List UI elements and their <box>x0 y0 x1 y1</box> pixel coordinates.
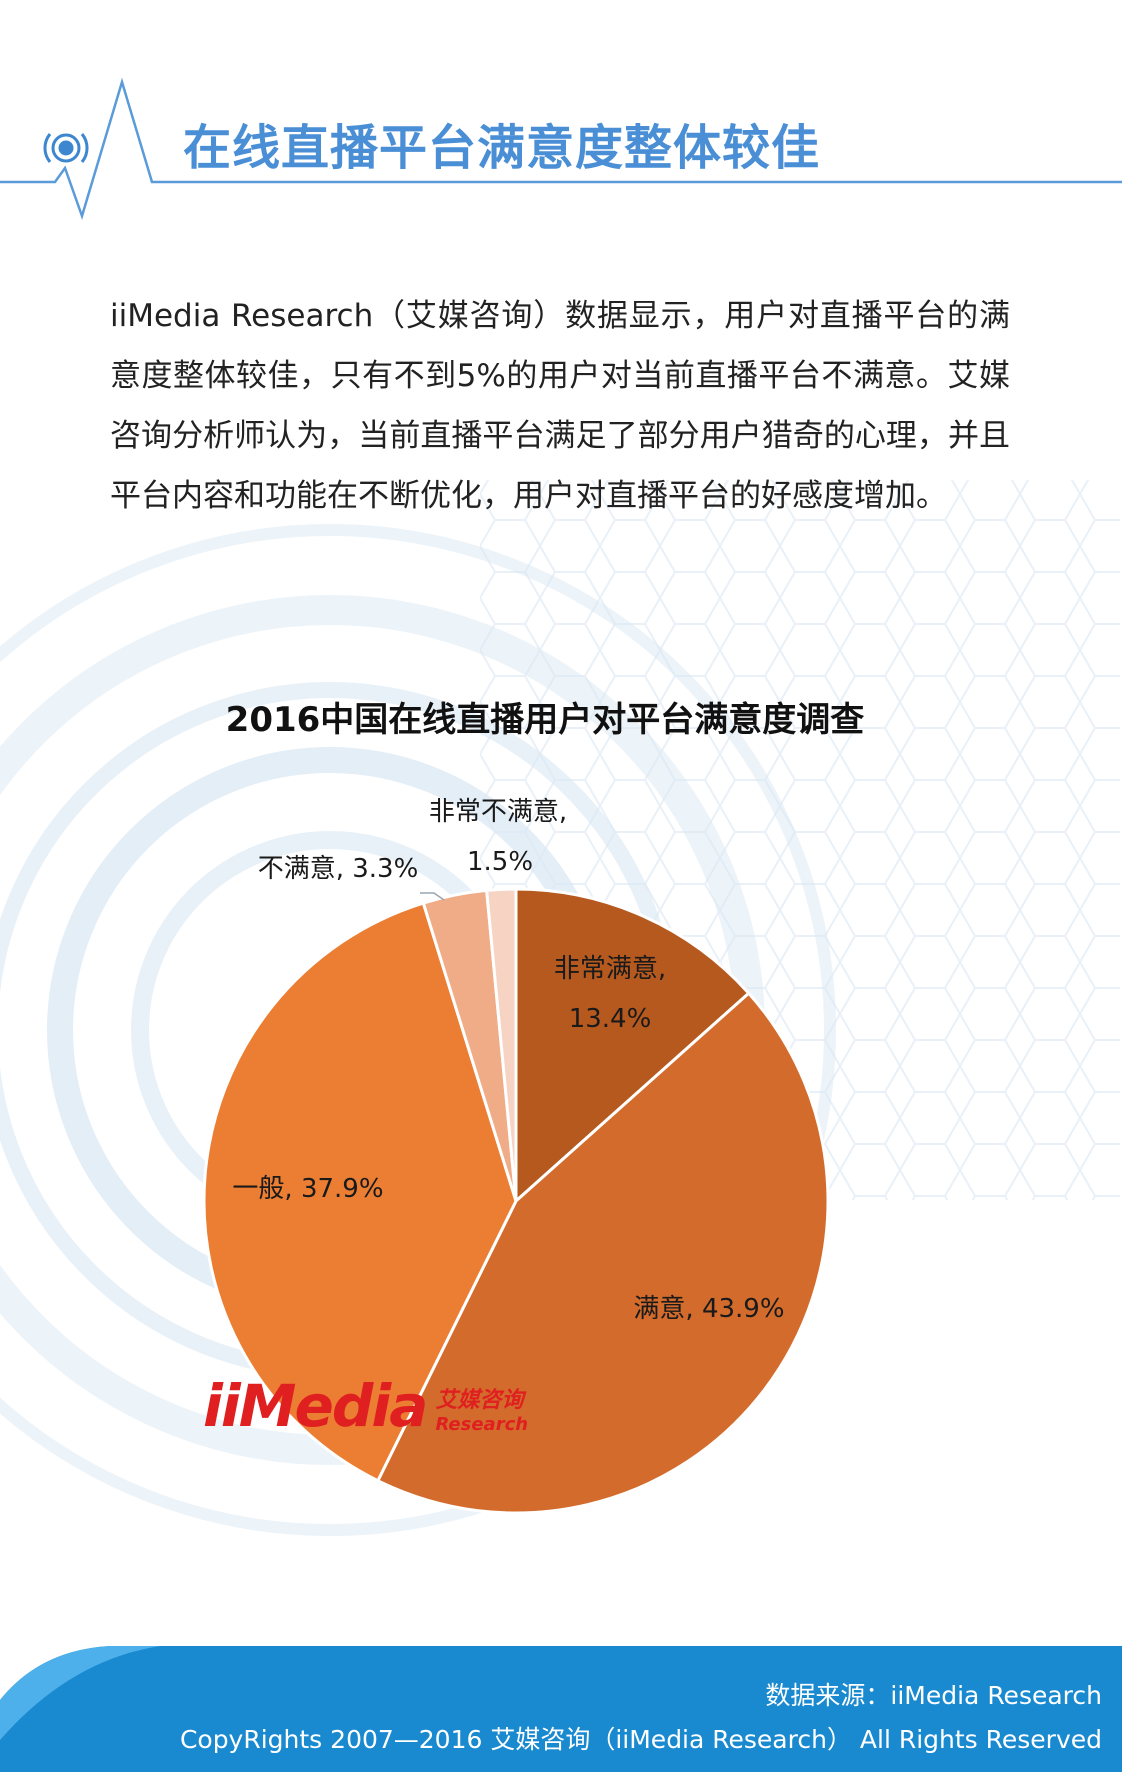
logo-main-text: iiMedia <box>203 1372 428 1440</box>
slice-label-name-5: 非常不满意, <box>429 797 567 827</box>
logo-en-text: Research <box>435 1414 529 1435</box>
header-pulse-line <box>0 77 1122 221</box>
slice-label-3: 一般, 37.9% <box>232 1174 383 1204</box>
slice-label-4: 不满意, 3.3% <box>258 854 419 884</box>
iimedia-logo: iiMedia 艾媒咨询 Research <box>203 1372 528 1452</box>
slice-label-value-5: 1.5% <box>467 847 533 877</box>
logo-cn-text: 艾媒咨询 <box>435 1388 524 1413</box>
slice-label-value-1: 13.4% <box>569 1004 652 1034</box>
footer-band <box>0 1646 1122 1772</box>
slice-label-name-1: 非常满意, <box>554 954 666 984</box>
page-title: 在线直播平台满意度整体较佳 <box>183 120 821 176</box>
leader-line <box>420 892 445 901</box>
signal-icon <box>43 133 89 163</box>
pie-slice-3 <box>202 901 518 1483</box>
chart-title: 2016中国在线直播用户对平台满意度调查 <box>225 700 865 740</box>
slice-label-2: 满意, 43.9% <box>633 1294 784 1324</box>
pie-slice-5 <box>485 887 518 1202</box>
pie-slice-1 <box>514 887 751 1205</box>
body-paragraph: iiMedia Research（艾媒咨询）数据显示，用户对直播平台的满意度整体… <box>110 298 1010 514</box>
data-source: 数据来源：iiMedia Research <box>765 1681 1102 1710</box>
footer: 数据来源：iiMedia Research CopyRights 2007—20… <box>0 1640 1122 1772</box>
copyright: CopyRights 2007—2016 艾媒咨询（iiMedia Resear… <box>179 1725 1102 1754</box>
pie-slice-2 <box>375 991 830 1515</box>
footer-accent <box>0 1646 160 1740</box>
